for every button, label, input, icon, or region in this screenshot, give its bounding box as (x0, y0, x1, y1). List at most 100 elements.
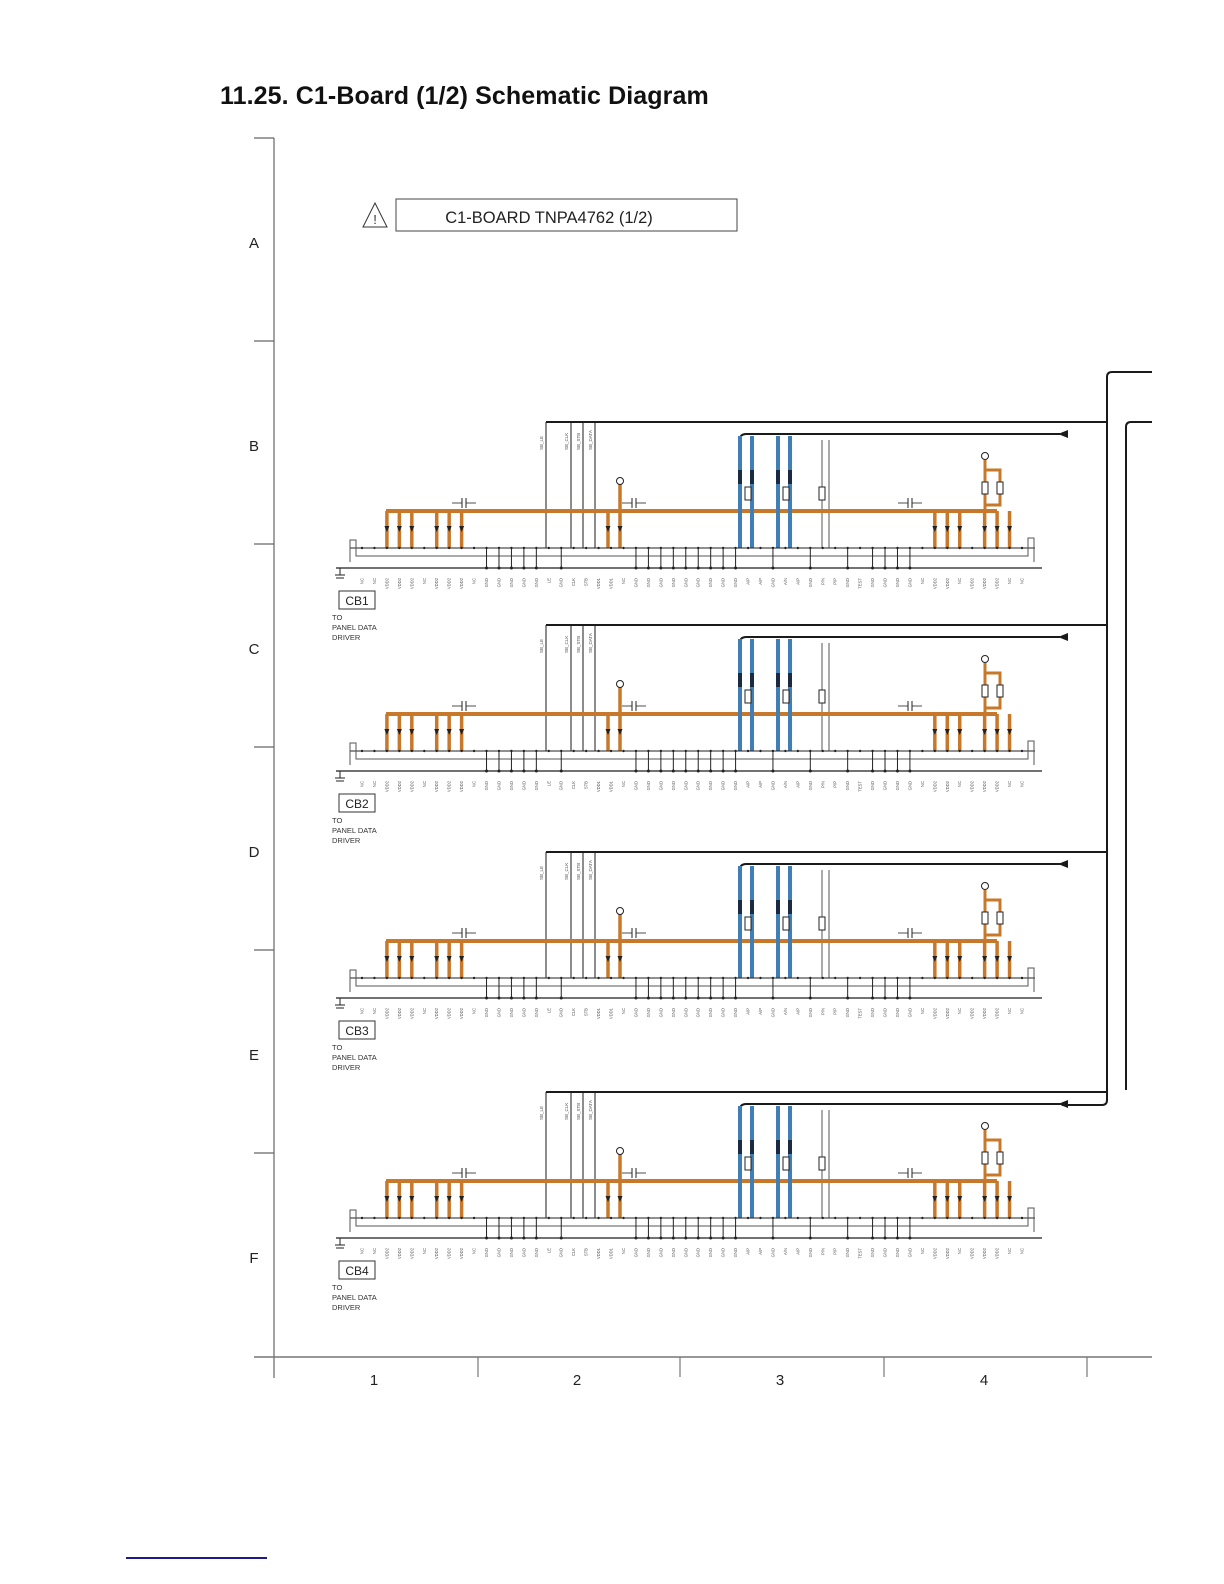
pin-label: GND (559, 578, 564, 587)
arrow-down-icon (957, 956, 963, 962)
resistor-icon (996, 1151, 1004, 1165)
pin-label: GND (484, 1008, 489, 1017)
connector-destination-text: DRIVER (332, 633, 361, 642)
arrow-down-icon (384, 956, 390, 962)
arrow-down-icon (994, 526, 1000, 532)
junction-dot (808, 1236, 812, 1240)
junction-dot (509, 769, 513, 773)
pin-label: VDD2 (945, 1007, 950, 1019)
arrow-left-icon (1058, 1100, 1068, 1108)
pin-label: GND (870, 1248, 875, 1257)
pin-label: VDD2 (945, 1247, 950, 1259)
pin-label: GND (496, 578, 501, 587)
arrow-down-icon (605, 1196, 611, 1202)
arrow-down-icon (434, 956, 440, 962)
pin-label: GND (907, 1248, 912, 1257)
pin-label: VDD2 (397, 577, 402, 589)
svg-text:!: ! (373, 212, 377, 227)
ferrite-bead-icon (750, 1140, 754, 1154)
pin-dot (970, 1216, 974, 1220)
pin-dot (622, 749, 625, 753)
junction-dot (659, 996, 663, 1000)
pin-label: GND (895, 578, 900, 587)
pin-label: VDD2 (397, 1007, 402, 1019)
junction-dot (559, 769, 563, 773)
pin-dot (933, 976, 937, 980)
ferrite-bead-icon (750, 470, 754, 484)
pin-dot (423, 976, 426, 980)
pin-label: GND (721, 578, 726, 587)
ground-icon (335, 771, 345, 782)
arrow-left-icon (1058, 430, 1068, 438)
junction-dot (522, 996, 526, 1000)
connector-destination-text: DRIVER (332, 1303, 361, 1312)
pin-label: GND (721, 1248, 726, 1257)
pin-dot (796, 976, 800, 980)
sb-signal-label: SB_CLK (564, 1103, 569, 1120)
pin-dot (622, 976, 625, 980)
pin-dot (584, 546, 588, 550)
pin-label: NC (957, 1248, 962, 1254)
junction-dot (659, 1236, 663, 1240)
arrow-down-icon (1007, 1196, 1013, 1202)
junction-dot (871, 769, 875, 773)
pin-label: NC (1020, 781, 1025, 787)
arrow-down-icon (994, 1196, 1000, 1202)
pin-dot (1008, 546, 1011, 550)
connector-label-cb1: CB1 (345, 594, 369, 608)
junction-dot (771, 1236, 775, 1240)
pin-label: NC (422, 781, 427, 787)
pin-dot (597, 749, 600, 753)
arrow-down-icon (434, 1196, 440, 1202)
pin-label: VDD2 (970, 577, 975, 589)
pin-label: P/P (833, 1248, 838, 1255)
board-label-box (395, 198, 738, 232)
pin-label: GND (907, 578, 912, 587)
pin-label: NC (621, 1008, 626, 1014)
pin-label: VDD2 (982, 1007, 987, 1019)
pin-label: VDD2 (384, 780, 389, 792)
resistor-icon (818, 486, 826, 501)
pin-label: GND (883, 578, 888, 587)
footer-link-underline[interactable] (126, 1557, 267, 1559)
column-label-1: 1 (370, 1372, 378, 1389)
pin-dot (472, 749, 476, 753)
connector-label-box (338, 1260, 376, 1280)
pin-label: VDD2 (397, 1247, 402, 1259)
power-source-icon (616, 1147, 624, 1155)
junction-dot (671, 769, 675, 773)
pin-label: GND (534, 578, 539, 587)
pin-label: GND (534, 781, 539, 790)
pin-label: VDD1 (609, 577, 614, 589)
arrow-down-icon (384, 729, 390, 735)
ferrite-bead-icon (776, 673, 780, 687)
pin-dot (784, 1216, 787, 1220)
junction-dot (485, 996, 489, 1000)
vsa-source-icon (981, 452, 989, 460)
arrow-down-icon (396, 956, 402, 962)
pin-label: GND (733, 578, 738, 587)
pin-dot (435, 749, 438, 753)
pin-label: A/P (746, 781, 751, 788)
pin-label: NC (1020, 1248, 1025, 1254)
column-label-3: 3 (776, 1372, 784, 1389)
resistor-icon (744, 689, 752, 704)
pin-dot (609, 546, 613, 550)
ferrite-bead-icon (750, 673, 754, 687)
pin-dot (572, 749, 575, 753)
junction-dot (684, 996, 688, 1000)
resistor-icon (981, 1151, 989, 1165)
junction-dot (721, 1236, 725, 1240)
pin-label: LE (546, 1248, 551, 1253)
junction-dot (846, 1236, 850, 1240)
junction-dot (634, 1236, 638, 1240)
pin-dot (584, 1216, 588, 1220)
pin-label: GND (671, 1248, 676, 1257)
pin-dot (995, 1216, 999, 1220)
connector-destination-text: TO (332, 613, 342, 622)
row-label-d: D (249, 844, 260, 861)
pin-label: GND (721, 781, 726, 790)
pin-dot (472, 976, 476, 980)
pin-label: VDD2 (384, 1247, 389, 1259)
pin-dot (983, 1216, 986, 1220)
